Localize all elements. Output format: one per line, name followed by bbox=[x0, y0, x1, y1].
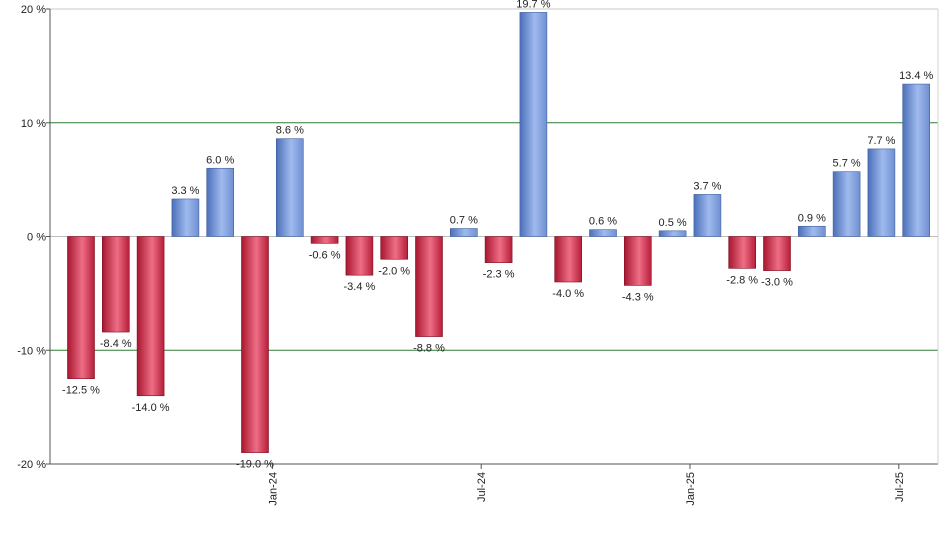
x-tick-label: Jan-24 bbox=[267, 472, 279, 506]
bar-2 bbox=[136, 236, 165, 397]
bar-17 bbox=[658, 230, 687, 237]
bar-3 bbox=[171, 198, 200, 237]
bar-8 bbox=[345, 236, 374, 276]
bar-12 bbox=[484, 236, 513, 263]
bar-11 bbox=[449, 228, 478, 237]
bar-22 bbox=[832, 171, 861, 237]
bar-18 bbox=[693, 194, 722, 237]
data-label-4: 6.0 % bbox=[206, 154, 234, 166]
y-tick-label: 20 % bbox=[21, 4, 46, 16]
bars bbox=[67, 12, 931, 453]
data-label-23: 7.7 % bbox=[867, 135, 895, 147]
data-label-15: 0.6 % bbox=[589, 216, 617, 228]
data-label-17: 0.5 % bbox=[659, 217, 687, 229]
data-label-16: -4.3 % bbox=[622, 291, 654, 303]
data-label-2: -14.0 % bbox=[132, 402, 170, 414]
bar-13 bbox=[519, 12, 548, 237]
data-label-18: 3.7 % bbox=[693, 180, 721, 192]
y-tick-label: 10 % bbox=[21, 118, 46, 130]
data-label-1: -8.4 % bbox=[100, 338, 132, 350]
bar-23 bbox=[867, 148, 896, 237]
bar-1 bbox=[102, 236, 130, 333]
data-label-0: -12.5 % bbox=[62, 385, 100, 397]
data-label-22: 5.7 % bbox=[833, 158, 861, 170]
bar-6 bbox=[275, 138, 304, 237]
bar-5 bbox=[241, 236, 269, 453]
bar-7 bbox=[310, 236, 339, 244]
data-label-11: 0.7 % bbox=[450, 215, 478, 227]
x-tick-label: Jul-24 bbox=[476, 472, 488, 502]
bar-20 bbox=[763, 236, 791, 271]
data-label-8: -3.4 % bbox=[344, 281, 376, 293]
bar-14 bbox=[554, 236, 583, 283]
data-label-21: 0.9 % bbox=[798, 212, 826, 224]
data-label-9: -2.0 % bbox=[378, 265, 410, 277]
data-label-3: 3.3 % bbox=[171, 185, 199, 197]
bar-16 bbox=[623, 236, 652, 286]
data-label-20: -3.0 % bbox=[761, 277, 793, 289]
data-label-19: -2.8 % bbox=[726, 274, 758, 286]
data-label-6: 8.6 % bbox=[276, 125, 304, 137]
data-label-10: -8.8 % bbox=[413, 343, 445, 355]
y-tick-label: -10 % bbox=[17, 345, 46, 357]
bar-15 bbox=[589, 229, 617, 237]
x-tick-label: Jan-25 bbox=[685, 472, 697, 506]
bar-24 bbox=[902, 83, 931, 237]
axes: 20 % 10 % 0 % -10 % -20 % Jan-24 Jul-24 Jan-25 J… bbox=[17, 4, 939, 506]
x-tick-label: Jul-25 bbox=[894, 472, 906, 502]
data-labels: -12.5 % -8.4 % -14.0 % 3.3 % 6.0 % -19.0 % 8.6… bbox=[62, 0, 934, 471]
data-label-14: -4.0 % bbox=[552, 288, 584, 300]
bar-4 bbox=[206, 167, 234, 237]
y-tick-label: -20 % bbox=[17, 459, 46, 471]
bar-21 bbox=[797, 225, 826, 237]
y-tick-label: 0 % bbox=[27, 232, 46, 244]
data-label-5: -19.0 % bbox=[236, 459, 274, 471]
bar-9 bbox=[380, 236, 409, 260]
bar-19 bbox=[728, 236, 757, 269]
data-label-24: 13.4 % bbox=[899, 70, 933, 82]
bar-0 bbox=[67, 236, 95, 379]
data-label-12: -2.3 % bbox=[483, 269, 515, 281]
data-label-13: 19.7 % bbox=[516, 0, 550, 10]
data-label-7: -0.6 % bbox=[309, 249, 341, 261]
bar-10 bbox=[415, 236, 443, 337]
